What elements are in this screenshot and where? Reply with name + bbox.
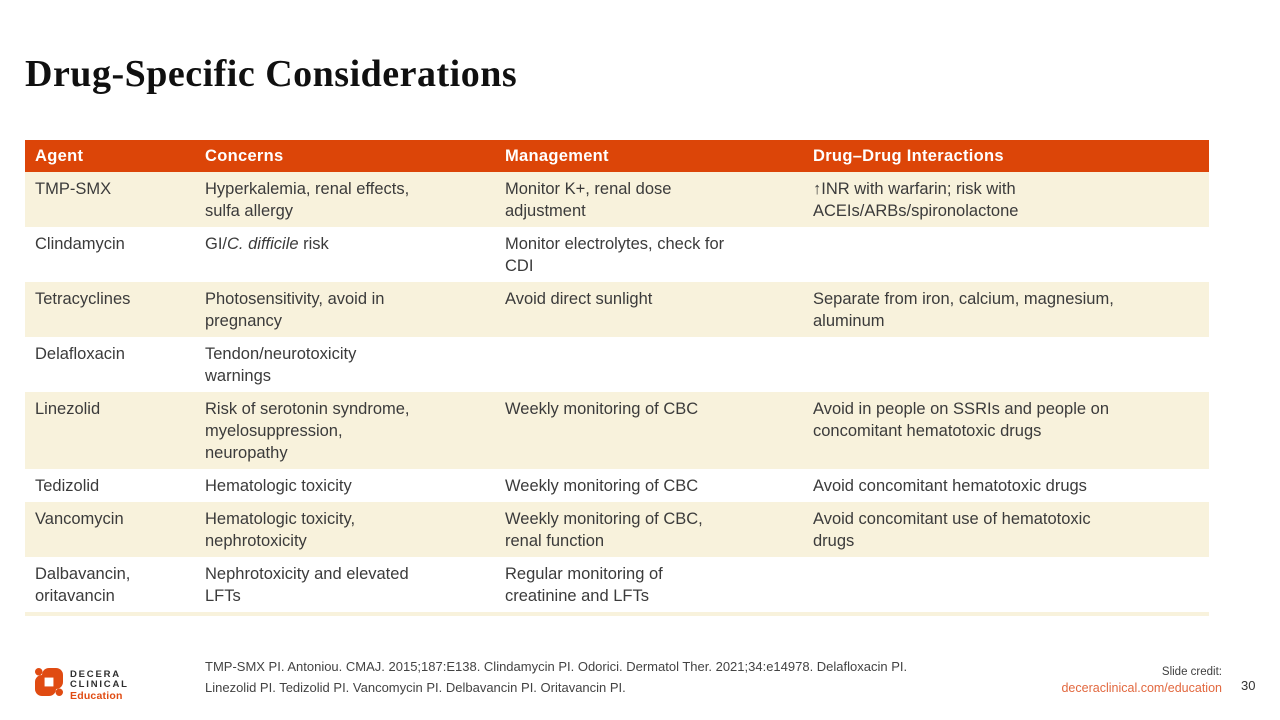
table-bottom-strip	[25, 612, 1209, 616]
cell-interactions: ↑INR with warfarin; risk with ACEIs/ARBs…	[813, 180, 1019, 220]
cell-concerns: Photosensitivity, avoid in pregnancy	[205, 290, 385, 330]
cell-interactions: Separate from iron, calcium, magnesium, …	[813, 290, 1114, 330]
cell-management: Weekly monitoring of CBC	[505, 477, 699, 495]
cell-agent: Delafloxacin	[35, 345, 125, 363]
cell-concerns: Hyperkalemia, renal effects, sulfa aller…	[205, 180, 410, 220]
text-segment: risk	[298, 235, 329, 253]
table-row: Clindamycin GI/C. difficile risk Monitor e…	[25, 227, 1209, 282]
slide-credit-link[interactable]: deceraclinical.com/education	[1061, 681, 1222, 695]
cell-agent: Tetracyclines	[35, 290, 131, 308]
column-header-agent: Agent	[25, 140, 195, 172]
cell-interactions: Avoid in people on SSRIs and people on c…	[813, 400, 1110, 440]
decera-logo-text: DECERA CLINICAL Education	[70, 668, 129, 703]
table-row: Vancomycin Hematologic toxicity, nephroto…	[25, 502, 1209, 557]
column-header-interactions: Drug–Drug Interactions	[803, 140, 1209, 172]
cell-management: Weekly monitoring of CBC, renal function	[505, 510, 703, 550]
italic-text: C. difficile	[227, 235, 299, 253]
cell-agent: Dalbavancin, oritavancin	[35, 565, 131, 605]
table-body: TMP-SMX Hyperkalemia, renal effects, sulf…	[25, 172, 1209, 612]
cell-management: Monitor electrolytes, check for CDI	[505, 235, 725, 275]
cell-interactions	[803, 227, 1209, 282]
column-header-management: Management	[495, 140, 803, 172]
cell-agent: Clindamycin	[35, 235, 125, 253]
logo-line-2: CLINICAL	[70, 679, 129, 690]
table-row: Linezolid Risk of serotonin syndrome, mye…	[25, 392, 1209, 469]
cell-concerns: Hematologic toxicity	[205, 477, 352, 495]
slide-credit-label: Slide credit:	[1161, 666, 1222, 678]
decera-logo: DECERA CLINICAL Education	[35, 668, 129, 702]
table-row: Tetracyclines Photosensitivity, avoid in …	[25, 282, 1209, 337]
cell-interactions	[803, 557, 1209, 612]
cell-interactions	[803, 337, 1209, 392]
drug-table: Agent Concerns Management Drug–Drug Interac…	[25, 140, 1209, 612]
table-row: Delafloxacin Tendon/neurotoxicity warning…	[25, 337, 1209, 392]
cell-management	[495, 337, 803, 392]
cell-agent: Linezolid	[35, 400, 101, 418]
cell-management: Monitor K+, renal dose adjustment	[505, 180, 672, 220]
cell-management: Regular monitoring of creatinine and LFT…	[505, 565, 663, 605]
page-number: 30	[1241, 678, 1256, 693]
text-segment: GI/	[205, 235, 228, 253]
page-title: Drug-Specific Considerations	[25, 53, 518, 95]
cell-concerns: Hematologic toxicity, nephrotoxicity	[205, 510, 356, 550]
cell-agent: TMP-SMX	[35, 180, 112, 198]
logo-line-1: DECERA	[70, 669, 121, 680]
citation-text: TMP-SMX PI. Antoniou. CMAJ. 2015;187:E13…	[205, 659, 908, 695]
column-header-concerns: Concerns	[195, 140, 495, 172]
table-row: Tedizolid Hematologic toxicity Weekly moni…	[25, 469, 1209, 502]
table-row: TMP-SMX Hyperkalemia, renal effects, sulf…	[25, 172, 1209, 227]
decera-logo-icon	[35, 668, 63, 696]
cell-management: Weekly monitoring of CBC	[505, 400, 699, 418]
cell-concerns: Nephrotoxicity and elevated LFTs	[205, 565, 409, 605]
cell-agent: Tedizolid	[35, 477, 100, 495]
cell-concerns: Risk of serotonin syndrome, myelosuppres…	[205, 400, 410, 462]
cell-interactions: Avoid concomitant use of hematotoxic dru…	[813, 510, 1091, 550]
table-area: Agent Concerns Management Drug–Drug Interac…	[25, 140, 1209, 616]
cell-agent: Vancomycin	[35, 510, 124, 528]
cell-interactions: Avoid concomitant hematotoxic drugs	[813, 477, 1087, 495]
slide-credit: Slide credit: deceraclinical.com/educati…	[1061, 664, 1222, 696]
cell-concerns: GI/C. difficile risk	[195, 227, 495, 282]
cell-concerns: Tendon/neurotoxicity warnings	[205, 345, 357, 385]
cell-management: Avoid direct sunlight	[505, 290, 653, 308]
logo-line-education: Education	[70, 690, 123, 702]
table-header-row: Agent Concerns Management Drug–Drug Interac…	[25, 140, 1209, 172]
table-row: Dalbavancin, oritavancin Nephrotoxicity a…	[25, 557, 1209, 612]
